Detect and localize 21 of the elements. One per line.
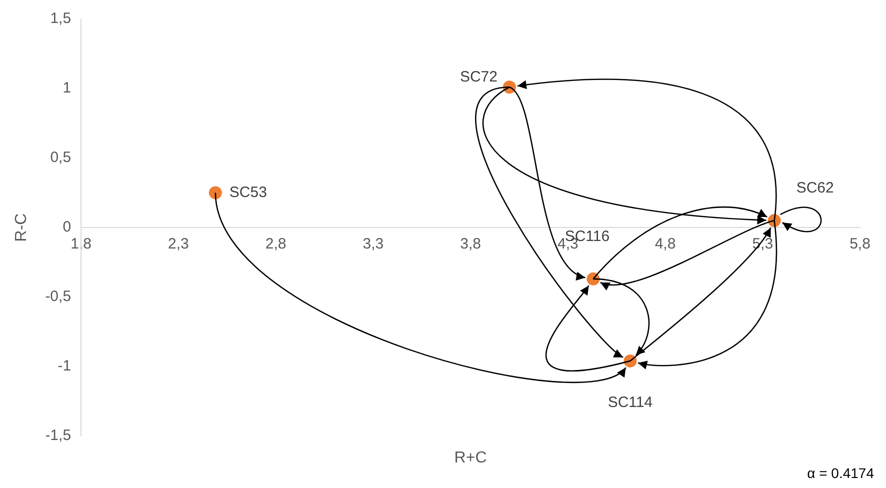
y-tick-label: 1,5	[50, 10, 72, 28]
x-tick-label: 3,3	[362, 236, 384, 253]
text: SC114	[608, 394, 653, 412]
x-axis-title: R+C	[454, 449, 487, 466]
y-tick-label: -1	[58, 358, 72, 375]
series-label: SC53	[229, 184, 267, 201]
y-tick-label: -0,5	[45, 288, 72, 306]
y-tick-label: 0	[62, 218, 72, 236]
series-label: SC72	[460, 68, 498, 86]
point	[208, 186, 222, 200]
x-tick-label: 5,8	[850, 236, 870, 253]
x-tick-label: 2,3	[168, 236, 189, 253]
y-tick-label: 0,5	[50, 149, 72, 166]
series-label: SC62	[796, 180, 834, 197]
x-tick-label: 2,8	[265, 236, 286, 253]
y-tick-label: 1	[62, 80, 72, 97]
y-tick-label: -1,5	[45, 427, 72, 444]
y-axis-title: R-C	[13, 213, 30, 242]
text: α = 0.4174	[807, 464, 874, 481]
x-tick-label: 4,8	[654, 236, 676, 253]
x-tick-label: 3,8	[460, 236, 481, 253]
